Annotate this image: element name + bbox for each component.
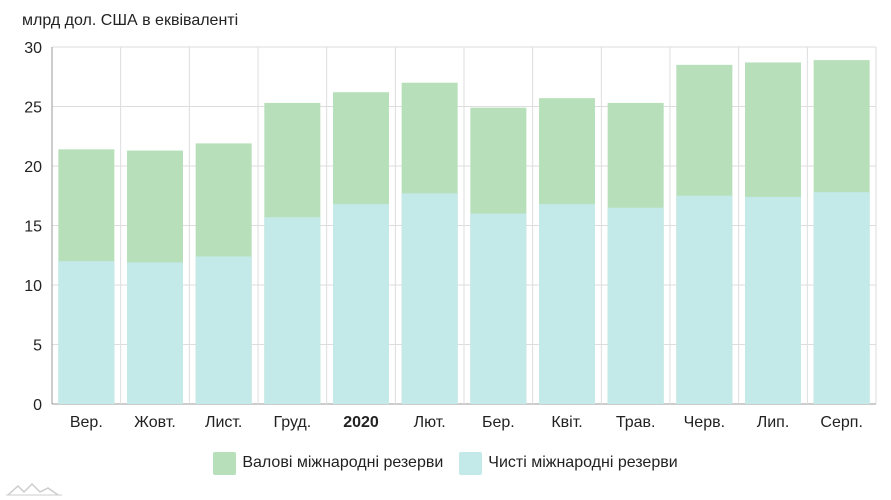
x-tick-label: Лист.	[205, 414, 242, 431]
bar-net-reserves	[401, 193, 458, 404]
x-tick-label: Бер.	[482, 414, 515, 431]
x-tick-label: Черв.	[684, 414, 725, 431]
x-tick-label: Лип.	[757, 414, 790, 431]
bar-net-reserves	[264, 217, 321, 404]
bar-net-reserves	[333, 204, 389, 404]
legend-label-net-reserves: Чисті міжнародні резерви	[488, 454, 678, 471]
legend-swatch-gross-reserves	[213, 451, 237, 475]
y-tick-label: 5	[33, 338, 42, 355]
bar-net-reserves	[58, 261, 115, 404]
x-tick-label: Жовт.	[134, 414, 176, 431]
bar-net-reserves	[470, 213, 527, 404]
y-tick-label: 30	[24, 40, 42, 57]
bar-chart: 0 5 10 15 20 25 30 Вер. Жовт. Лист. Груд. 2020 Лют. Б…	[24, 40, 877, 431]
y-tick-label: 0	[33, 397, 42, 414]
y-axis-unit-label: млрд дол. США в еквіваленті	[22, 12, 239, 29]
bar-net-reserves	[195, 256, 252, 404]
y-tick-label: 20	[24, 159, 42, 176]
legend-swatch-net-reserves	[459, 451, 483, 475]
y-tick-label: 15	[24, 219, 42, 236]
legend-label-gross-reserves: Валові міжнародні резерви	[242, 454, 444, 471]
x-tick-label: Лют.	[414, 414, 446, 431]
bar-net-reserves	[607, 207, 664, 404]
x-tick-label: Вер.	[70, 414, 103, 431]
bar-net-reserves	[676, 195, 733, 404]
bar-net-reserves	[813, 192, 870, 404]
legend-item-gross-reserves[interactable]: Валові міжнародні резерви	[213, 451, 444, 475]
legend: Валові міжнародні резерви Чисті міжнарод…	[0, 450, 891, 476]
x-tick-label: Трав.	[616, 414, 656, 431]
bar-net-reserves	[745, 196, 801, 404]
y-tick-label: 25	[24, 100, 42, 117]
bar-net-reserves	[539, 204, 595, 404]
legend-item-net-reserves[interactable]: Чисті міжнародні резерви	[459, 451, 678, 475]
x-tick-label: Серп.	[820, 414, 862, 431]
x-tick-label: Квіт.	[551, 414, 582, 431]
watermark-logo-icon	[6, 482, 62, 496]
x-tick-label: 2020	[343, 414, 379, 431]
bar-net-reserves	[127, 262, 183, 404]
x-tick-label: Груд.	[273, 414, 311, 431]
y-tick-label: 10	[24, 278, 42, 295]
